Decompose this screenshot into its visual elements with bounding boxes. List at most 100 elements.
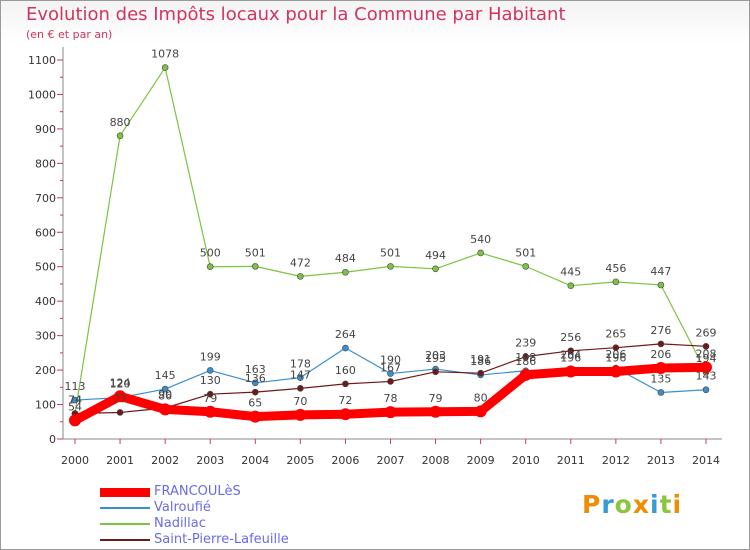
logo-letter: o (614, 490, 633, 519)
data-label: 880 (110, 116, 131, 129)
x-tick-label: 2006 (331, 454, 359, 467)
data-point (249, 410, 262, 423)
data-point (251, 263, 259, 270)
data-point (477, 369, 484, 377)
x-tick-label: 2007 (377, 454, 405, 467)
data-label: 472 (290, 256, 311, 269)
data-label: 160 (335, 364, 356, 377)
data-label: 500 (200, 247, 221, 260)
data-label: 186 (515, 355, 536, 368)
y-tick-label: 700 (35, 192, 56, 205)
data-point (206, 390, 214, 398)
legend-label: Saint-Pierre-Lafeuille (154, 532, 289, 547)
data-point (429, 405, 442, 418)
legend-swatch (100, 523, 150, 525)
x-tick-label: 2012 (602, 454, 630, 467)
y-tick-label: 300 (35, 330, 56, 343)
data-point (69, 414, 81, 427)
data-point (342, 380, 349, 388)
x-tick-label: 2009 (467, 454, 495, 467)
data-point (159, 403, 172, 416)
legend-label: FRANCOULèS (154, 484, 241, 499)
data-point (161, 385, 169, 393)
data-point (114, 390, 127, 403)
data-label: 484 (335, 252, 356, 265)
data-point (116, 132, 124, 140)
data-point (387, 370, 394, 377)
data-label: 276 (650, 324, 671, 337)
data-label: 264 (335, 328, 356, 341)
data-point (297, 273, 304, 280)
data-point (116, 409, 124, 416)
logo-letter: i (650, 490, 660, 519)
data-label: 80 (474, 391, 488, 404)
data-point (522, 263, 530, 270)
data-label: 196 (605, 351, 626, 364)
data-label: 204 (560, 349, 581, 362)
y-tick-label: 1100 (28, 54, 56, 67)
data-label: 501 (245, 246, 266, 259)
data-label: 186 (470, 355, 491, 368)
data-label: 456 (605, 262, 626, 275)
data-point (161, 64, 169, 71)
data-point (251, 388, 259, 396)
data-point (294, 408, 307, 421)
logo-letter: P (582, 490, 602, 519)
data-point (609, 365, 622, 378)
data-label: 79 (203, 392, 217, 405)
data-point (342, 268, 349, 276)
data-label: 74 (68, 394, 82, 407)
logo-letter: t (659, 490, 673, 519)
data-label: 1078 (151, 48, 179, 61)
legend: FRANCOULèS Valroufié Nadillac Saint-Pier… (100, 484, 360, 548)
data-point (477, 249, 484, 257)
data-label: 195 (425, 352, 446, 365)
data-label: 135 (650, 372, 671, 385)
data-label: 65 (248, 397, 262, 410)
data-point (297, 374, 304, 381)
data-point (702, 386, 710, 394)
data-label: 198 (515, 351, 536, 364)
data-point (657, 281, 665, 289)
data-point (657, 340, 665, 348)
data-label: 74 (68, 394, 82, 407)
data-label: 265 (605, 328, 626, 341)
data-label: 190 (380, 354, 401, 367)
chart-title: Evolution des Impôts locaux pour la Comm… (26, 4, 566, 25)
x-tick-label: 2010 (512, 454, 540, 467)
data-point (206, 263, 214, 271)
data-point (702, 343, 710, 350)
data-label: 143 (696, 370, 717, 383)
data-label: 54 (68, 400, 82, 413)
data-label: 86 (158, 389, 172, 402)
x-tick-label: 2013 (647, 454, 675, 467)
data-label: 120 (110, 378, 131, 391)
data-label: 196 (560, 351, 581, 364)
x-tick-label: 2000 (61, 454, 89, 467)
y-tick-label: 500 (35, 261, 56, 274)
data-label: 70 (293, 395, 307, 408)
data-label: 239 (515, 337, 536, 350)
data-label: 256 (560, 331, 581, 344)
data-label: 501 (380, 246, 401, 259)
legend-label: Valroufié (154, 500, 211, 515)
legend-item: Valroufié (100, 500, 360, 516)
data-label: 445 (560, 266, 581, 279)
data-point (432, 368, 439, 376)
data-label: 447 (650, 265, 671, 278)
x-tick-label: 2001 (106, 454, 134, 467)
x-tick-label: 2008 (422, 454, 450, 467)
data-label: 208 (696, 347, 717, 360)
legend-swatch (100, 487, 150, 497)
y-tick-label: 400 (35, 295, 56, 308)
legend-item: Saint-Pierre-Lafeuille (100, 532, 360, 548)
data-label: 194 (696, 352, 717, 365)
y-tick-label: 600 (35, 226, 56, 239)
data-label: 130 (200, 374, 221, 387)
legend-item: Nadillac (100, 516, 360, 532)
data-label: 167 (380, 361, 401, 374)
y-tick-label: 100 (35, 399, 56, 412)
data-label: 540 (470, 233, 491, 246)
